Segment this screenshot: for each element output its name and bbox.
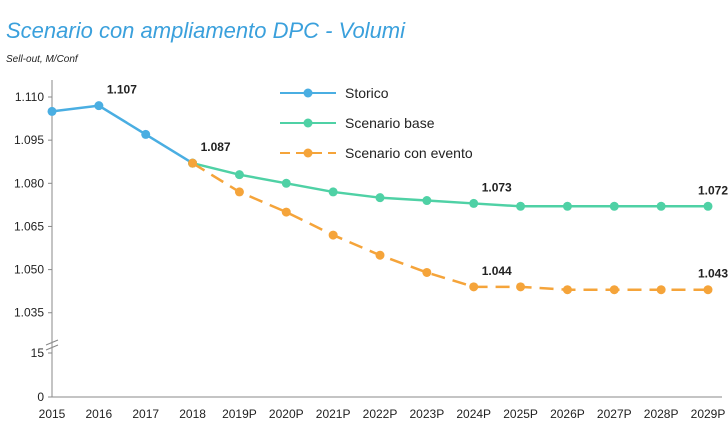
x-tick-label: 2026P — [550, 407, 585, 421]
y-tick-label: 15 — [31, 346, 45, 360]
y-tick-label: 0 — [37, 390, 44, 404]
x-tick-label: 2020P — [269, 407, 304, 421]
legend-label: Scenario base — [345, 115, 435, 131]
x-tick-label: 2027P — [597, 407, 632, 421]
point — [422, 196, 432, 206]
axis-break — [45, 339, 59, 346]
x-tick-label: 2019P — [222, 407, 257, 421]
x-tick-label: 2016 — [86, 407, 113, 421]
y-axis-label: Sell-out, M/Conf — [6, 54, 79, 65]
point — [234, 187, 244, 197]
point — [656, 285, 666, 295]
axis-break — [45, 344, 59, 351]
y-tick-label: 1.110 — [15, 90, 44, 104]
point — [609, 285, 619, 295]
chart-title: Scenario con ampliamento DPC - Volumi — [6, 18, 406, 43]
x-tick-label: 2015 — [39, 407, 66, 421]
legend-marker — [303, 118, 313, 128]
point — [703, 285, 713, 295]
point — [94, 101, 104, 111]
point — [609, 201, 619, 211]
x-tick-label: 2028P — [644, 407, 679, 421]
data-label: 1.087 — [201, 140, 231, 154]
point — [281, 207, 291, 217]
legend-label: Storico — [345, 85, 389, 101]
point — [469, 282, 479, 292]
data-label: 1.044 — [482, 264, 512, 278]
point — [234, 170, 244, 180]
series-line — [192, 161, 708, 208]
point — [375, 250, 385, 260]
x-tick-label: 2022P — [363, 407, 398, 421]
point — [516, 282, 526, 292]
point — [422, 267, 432, 277]
y-tick-label: 1.080 — [14, 176, 44, 190]
x-tick-label: 2029P — [691, 407, 726, 421]
y-tick-label: 1.095 — [14, 133, 44, 147]
point — [469, 198, 479, 208]
series-line — [191, 162, 708, 291]
point — [562, 201, 572, 211]
x-tick-label: 2018 — [179, 407, 206, 421]
point — [703, 201, 713, 211]
data-label: 1.073 — [482, 180, 512, 194]
point — [188, 158, 198, 168]
y-tick-label: 1.050 — [14, 263, 44, 277]
x-tick-label: 2023P — [410, 407, 445, 421]
y-tick-label: 1.065 — [14, 219, 44, 233]
legend-label: Scenario con evento — [345, 145, 473, 161]
x-tick-label: 2021P — [316, 407, 351, 421]
point — [656, 201, 666, 211]
data-label: 1.043 — [698, 267, 728, 281]
point — [516, 201, 526, 211]
point — [562, 285, 572, 295]
x-tick-label: 2017 — [132, 407, 159, 421]
data-label: 1.072 — [698, 183, 728, 197]
point — [328, 187, 338, 197]
point — [281, 178, 291, 188]
x-tick-label: 2025P — [503, 407, 538, 421]
data-label: 1.107 — [107, 83, 137, 97]
y-tick-label: 1.035 — [14, 306, 44, 320]
series-line — [51, 104, 194, 165]
legend-marker — [303, 148, 313, 158]
point — [328, 230, 338, 240]
point — [47, 106, 57, 116]
point — [141, 129, 151, 139]
legend-marker — [303, 88, 313, 98]
x-tick-label: 2024P — [456, 407, 491, 421]
point — [375, 193, 385, 203]
